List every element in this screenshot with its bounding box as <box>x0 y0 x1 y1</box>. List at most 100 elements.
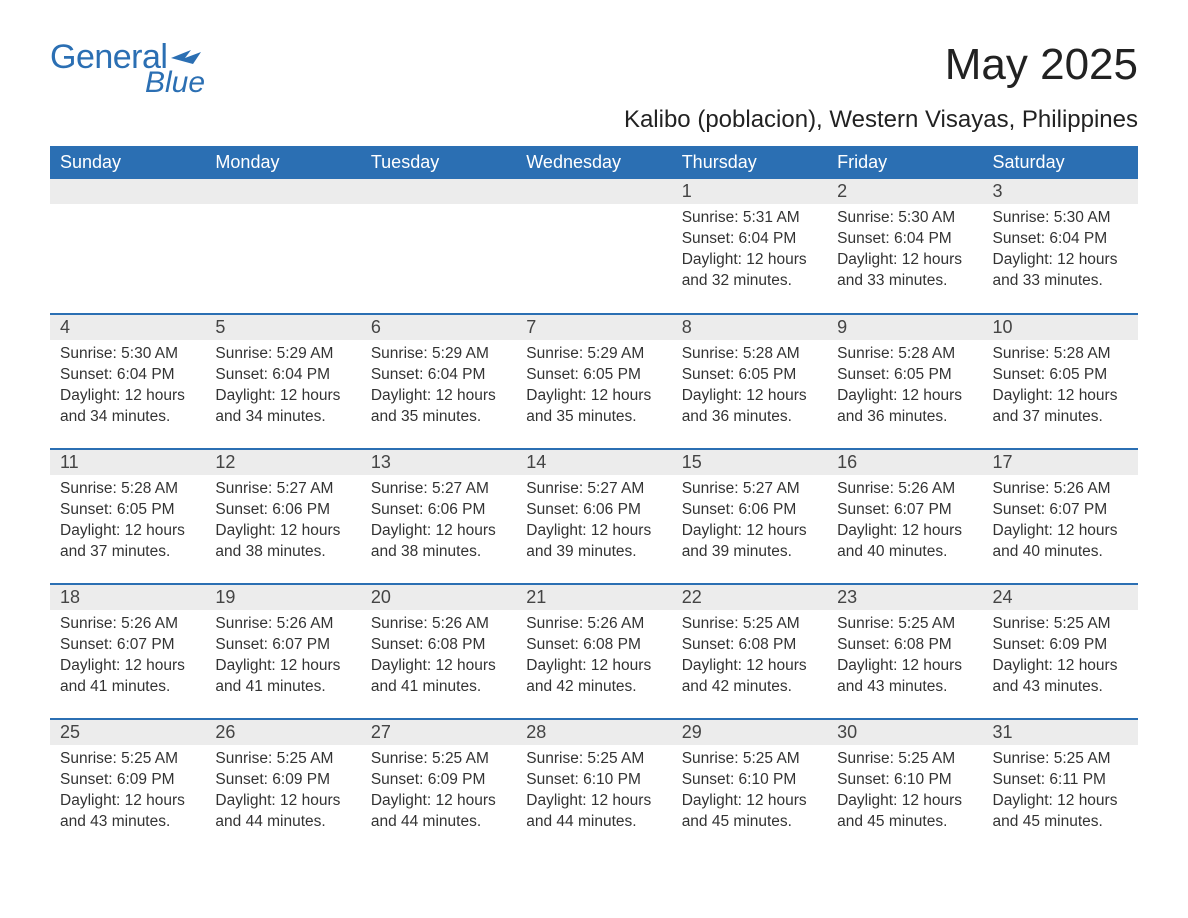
calendar-day-cell: 4Sunrise: 5:30 AMSunset: 6:04 PMDaylight… <box>50 314 205 449</box>
day-detail-line: Daylight: 12 hours and 36 minutes. <box>682 386 817 428</box>
day-details: Sunrise: 5:26 AMSunset: 6:08 PMDaylight:… <box>516 610 671 706</box>
day-number <box>516 179 671 204</box>
day-number: 19 <box>205 585 360 610</box>
day-number: 2 <box>827 179 982 204</box>
day-number: 20 <box>361 585 516 610</box>
day-details: Sunrise: 5:25 AMSunset: 6:10 PMDaylight:… <box>516 745 671 841</box>
calendar-day-cell: 11Sunrise: 5:28 AMSunset: 6:05 PMDayligh… <box>50 449 205 584</box>
day-detail-line: Daylight: 12 hours and 42 minutes. <box>526 656 661 698</box>
day-detail-line: Sunrise: 5:27 AM <box>371 479 506 500</box>
day-number <box>50 179 205 204</box>
day-detail-line: Daylight: 12 hours and 34 minutes. <box>215 386 350 428</box>
calendar-day-cell: 23Sunrise: 5:25 AMSunset: 6:08 PMDayligh… <box>827 584 982 719</box>
day-detail-line: Sunset: 6:04 PM <box>682 229 817 250</box>
day-detail-line: Sunrise: 5:28 AM <box>682 344 817 365</box>
day-details: Sunrise: 5:30 AMSunset: 6:04 PMDaylight:… <box>983 204 1138 300</box>
day-detail-line: Sunrise: 5:28 AM <box>837 344 972 365</box>
calendar-day-cell: 25Sunrise: 5:25 AMSunset: 6:09 PMDayligh… <box>50 719 205 854</box>
day-details: Sunrise: 5:28 AMSunset: 6:05 PMDaylight:… <box>50 475 205 571</box>
day-number: 28 <box>516 720 671 745</box>
day-number: 23 <box>827 585 982 610</box>
day-detail-line: Sunrise: 5:27 AM <box>682 479 817 500</box>
calendar-day-cell: 26Sunrise: 5:25 AMSunset: 6:09 PMDayligh… <box>205 719 360 854</box>
day-details: Sunrise: 5:25 AMSunset: 6:10 PMDaylight:… <box>672 745 827 841</box>
day-detail-line: Sunrise: 5:25 AM <box>371 749 506 770</box>
day-detail-line: Sunrise: 5:25 AM <box>60 749 195 770</box>
weekday-header: Saturday <box>983 146 1138 179</box>
day-detail-line: Sunrise: 5:25 AM <box>526 749 661 770</box>
day-details: Sunrise: 5:27 AMSunset: 6:06 PMDaylight:… <box>205 475 360 571</box>
day-detail-line: Sunset: 6:08 PM <box>837 635 972 656</box>
day-details: Sunrise: 5:27 AMSunset: 6:06 PMDaylight:… <box>361 475 516 571</box>
day-number: 14 <box>516 450 671 475</box>
day-detail-line: Sunset: 6:05 PM <box>526 365 661 386</box>
calendar-week-row: 4Sunrise: 5:30 AMSunset: 6:04 PMDaylight… <box>50 314 1138 449</box>
weekday-header: Thursday <box>672 146 827 179</box>
day-details: Sunrise: 5:25 AMSunset: 6:08 PMDaylight:… <box>672 610 827 706</box>
day-details: Sunrise: 5:26 AMSunset: 6:07 PMDaylight:… <box>827 475 982 571</box>
day-detail-line: Sunrise: 5:26 AM <box>526 614 661 635</box>
day-details <box>361 204 516 216</box>
day-number: 25 <box>50 720 205 745</box>
day-detail-line: Daylight: 12 hours and 45 minutes. <box>682 791 817 833</box>
day-detail-line: Daylight: 12 hours and 42 minutes. <box>682 656 817 698</box>
calendar-day-cell: 18Sunrise: 5:26 AMSunset: 6:07 PMDayligh… <box>50 584 205 719</box>
day-detail-line: Daylight: 12 hours and 38 minutes. <box>371 521 506 563</box>
day-detail-line: Sunrise: 5:30 AM <box>993 208 1128 229</box>
day-number: 12 <box>205 450 360 475</box>
day-detail-line: Sunrise: 5:30 AM <box>60 344 195 365</box>
calendar-day-cell: 21Sunrise: 5:26 AMSunset: 6:08 PMDayligh… <box>516 584 671 719</box>
page-title: May 2025 <box>945 40 1138 90</box>
day-details <box>205 204 360 216</box>
day-detail-line: Sunrise: 5:26 AM <box>371 614 506 635</box>
day-detail-line: Daylight: 12 hours and 33 minutes. <box>993 250 1128 292</box>
calendar-day-cell: 10Sunrise: 5:28 AMSunset: 6:05 PMDayligh… <box>983 314 1138 449</box>
calendar-header-row: SundayMondayTuesdayWednesdayThursdayFrid… <box>50 146 1138 179</box>
day-number: 17 <box>983 450 1138 475</box>
day-details: Sunrise: 5:25 AMSunset: 6:09 PMDaylight:… <box>205 745 360 841</box>
day-detail-line: Daylight: 12 hours and 41 minutes. <box>371 656 506 698</box>
day-detail-line: Sunrise: 5:25 AM <box>682 614 817 635</box>
day-details: Sunrise: 5:25 AMSunset: 6:09 PMDaylight:… <box>983 610 1138 706</box>
day-number: 11 <box>50 450 205 475</box>
day-detail-line: Daylight: 12 hours and 32 minutes. <box>682 250 817 292</box>
day-detail-line: Daylight: 12 hours and 44 minutes. <box>526 791 661 833</box>
day-number: 15 <box>672 450 827 475</box>
day-details: Sunrise: 5:25 AMSunset: 6:08 PMDaylight:… <box>827 610 982 706</box>
day-number: 31 <box>983 720 1138 745</box>
calendar-day-cell: 24Sunrise: 5:25 AMSunset: 6:09 PMDayligh… <box>983 584 1138 719</box>
calendar-day-cell: 5Sunrise: 5:29 AMSunset: 6:04 PMDaylight… <box>205 314 360 449</box>
day-detail-line: Daylight: 12 hours and 38 minutes. <box>215 521 350 563</box>
day-details: Sunrise: 5:30 AMSunset: 6:04 PMDaylight:… <box>827 204 982 300</box>
calendar-week-row: 18Sunrise: 5:26 AMSunset: 6:07 PMDayligh… <box>50 584 1138 719</box>
header: General Blue May 2025 <box>50 40 1138 98</box>
logo-text-blue: Blue <box>145 68 205 98</box>
day-detail-line: Sunrise: 5:27 AM <box>526 479 661 500</box>
calendar-day-cell: 3Sunrise: 5:30 AMSunset: 6:04 PMDaylight… <box>983 179 1138 314</box>
day-detail-line: Sunset: 6:05 PM <box>682 365 817 386</box>
calendar-body: 1Sunrise: 5:31 AMSunset: 6:04 PMDaylight… <box>50 179 1138 854</box>
calendar-week-row: 25Sunrise: 5:25 AMSunset: 6:09 PMDayligh… <box>50 719 1138 854</box>
day-detail-line: Daylight: 12 hours and 39 minutes. <box>682 521 817 563</box>
calendar-day-cell: 7Sunrise: 5:29 AMSunset: 6:05 PMDaylight… <box>516 314 671 449</box>
day-detail-line: Sunset: 6:10 PM <box>837 770 972 791</box>
day-number: 7 <box>516 315 671 340</box>
day-number: 13 <box>361 450 516 475</box>
calendar-day-cell: 13Sunrise: 5:27 AMSunset: 6:06 PMDayligh… <box>361 449 516 584</box>
day-detail-line: Daylight: 12 hours and 43 minutes. <box>837 656 972 698</box>
calendar-day-cell: 19Sunrise: 5:26 AMSunset: 6:07 PMDayligh… <box>205 584 360 719</box>
day-detail-line: Sunset: 6:08 PM <box>371 635 506 656</box>
day-detail-line: Daylight: 12 hours and 37 minutes. <box>60 521 195 563</box>
calendar-day-cell: 31Sunrise: 5:25 AMSunset: 6:11 PMDayligh… <box>983 719 1138 854</box>
calendar-day-cell: 14Sunrise: 5:27 AMSunset: 6:06 PMDayligh… <box>516 449 671 584</box>
day-number: 29 <box>672 720 827 745</box>
day-detail-line: Sunset: 6:06 PM <box>215 500 350 521</box>
day-number: 26 <box>205 720 360 745</box>
day-details: Sunrise: 5:26 AMSunset: 6:08 PMDaylight:… <box>361 610 516 706</box>
day-detail-line: Daylight: 12 hours and 40 minutes. <box>993 521 1128 563</box>
weekday-header: Sunday <box>50 146 205 179</box>
day-detail-line: Sunrise: 5:25 AM <box>993 749 1128 770</box>
day-detail-line: Sunset: 6:04 PM <box>837 229 972 250</box>
day-detail-line: Sunrise: 5:31 AM <box>682 208 817 229</box>
day-detail-line: Sunset: 6:04 PM <box>60 365 195 386</box>
